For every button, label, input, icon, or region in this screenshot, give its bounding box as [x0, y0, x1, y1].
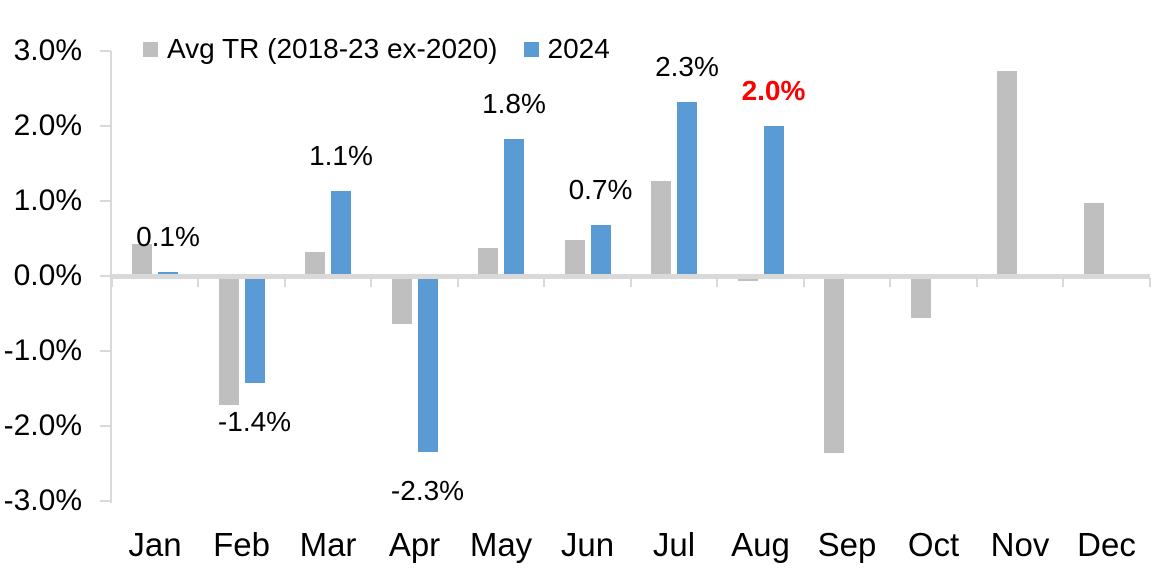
- y-axis-tick: [100, 500, 111, 502]
- y-axis-label: 3.0%: [13, 34, 82, 67]
- bar-avg-tr-nov: [997, 71, 1017, 276]
- legend-label-2024: 2024: [547, 33, 610, 64]
- zero-baseline: [110, 274, 1150, 279]
- x-axis-tick: [197, 278, 200, 287]
- x-axis-tick: [1062, 278, 1065, 287]
- x-axis-tick: [370, 278, 373, 287]
- x-axis-label-apr: Apr: [388, 526, 441, 563]
- x-axis-label-dec: Dec: [1077, 526, 1136, 563]
- bar-avg-tr-mar: [305, 252, 325, 276]
- data-label-mar: 1.1%: [309, 140, 373, 172]
- y-axis-label: -3.0%: [3, 484, 82, 517]
- bar-avg-tr-oct: [910, 276, 931, 318]
- legend-label-avg-tr: Avg TR (2018-23 ex-2020): [167, 33, 498, 64]
- y-axis-tick: [100, 125, 111, 127]
- x-axis-label-jul: Jul: [652, 526, 696, 563]
- x-axis-label-sep: Sep: [817, 526, 877, 563]
- x-axis-label-feb: Feb: [213, 526, 270, 563]
- x-axis-label-nov: Nov: [990, 526, 1050, 563]
- y-axis-tick: [100, 50, 111, 52]
- data-label-may: 1.8%: [482, 87, 546, 119]
- legend-item-avg-tr: Avg TR (2018-23 ex-2020): [143, 34, 498, 64]
- y-axis-tick: [100, 200, 111, 202]
- bar-avg-tr-jun: [564, 240, 585, 276]
- data-label-apr: -2.3%: [390, 475, 465, 507]
- y-axis-tick: [100, 350, 111, 352]
- bar-2024-jul: [677, 102, 697, 276]
- x-axis-label-aug: Aug: [731, 526, 790, 563]
- x-axis-tick: [975, 278, 978, 287]
- x-axis-label-jun: Jun: [560, 526, 615, 563]
- y-axis-label: 0.0%: [13, 259, 82, 292]
- y-axis-tick: [100, 425, 111, 427]
- y-axis-label: 1.0%: [13, 184, 82, 217]
- data-label-jun: 0.7%: [568, 174, 633, 205]
- x-axis-tick: [543, 278, 546, 287]
- bar-avg-tr-dec: [1083, 203, 1104, 276]
- bar-avg-tr-jul: [651, 180, 671, 276]
- bar-avg-tr-jan: [132, 243, 152, 276]
- x-axis-tick: [283, 278, 286, 287]
- bar-2024-mar: [331, 191, 351, 276]
- legend: Avg TR (2018-23 ex-2020) 2024: [143, 34, 610, 64]
- x-axis-tick: [1148, 278, 1151, 287]
- bar-avg-tr-sep: [824, 276, 844, 453]
- y-axis-tick: [100, 275, 111, 277]
- x-axis-label-jan: Jan: [128, 526, 182, 563]
- data-label-jan: 0.1%: [136, 221, 200, 253]
- x-axis-tick: [456, 278, 459, 287]
- y-axis-label: 2.0%: [13, 109, 82, 142]
- x-axis-tick: [889, 278, 892, 287]
- bar-2024-apr: [417, 276, 438, 453]
- x-axis-tick: [802, 278, 805, 287]
- data-label-aug: 2.0%: [741, 75, 806, 106]
- bar-avg-tr-feb: [218, 276, 239, 405]
- y-axis-label: -2.0%: [3, 409, 82, 442]
- legend-item-2024: 2024: [523, 33, 610, 64]
- legend-swatch-avg-tr-icon: [143, 41, 158, 57]
- bar-2024-feb: [244, 276, 265, 384]
- bar-avg-tr-may: [478, 248, 498, 276]
- data-label-jul: 2.3%: [655, 51, 719, 82]
- bar-2024-jun: [590, 225, 611, 276]
- bar-2024-aug: [763, 126, 784, 276]
- bar-2024-may: [504, 138, 524, 276]
- bar-avg-tr-apr: [391, 276, 412, 324]
- legend-swatch-2024-icon: [523, 41, 539, 57]
- x-axis-tick: [629, 278, 632, 287]
- data-label-feb: -1.4%: [217, 406, 292, 438]
- x-axis-label-may: May: [469, 526, 533, 563]
- x-axis-label-mar: Mar: [299, 526, 357, 563]
- x-axis-label-oct: Oct: [907, 526, 960, 563]
- y-axis-label: -1.0%: [3, 334, 82, 367]
- x-axis-tick: [110, 278, 113, 287]
- x-axis-tick: [716, 278, 719, 287]
